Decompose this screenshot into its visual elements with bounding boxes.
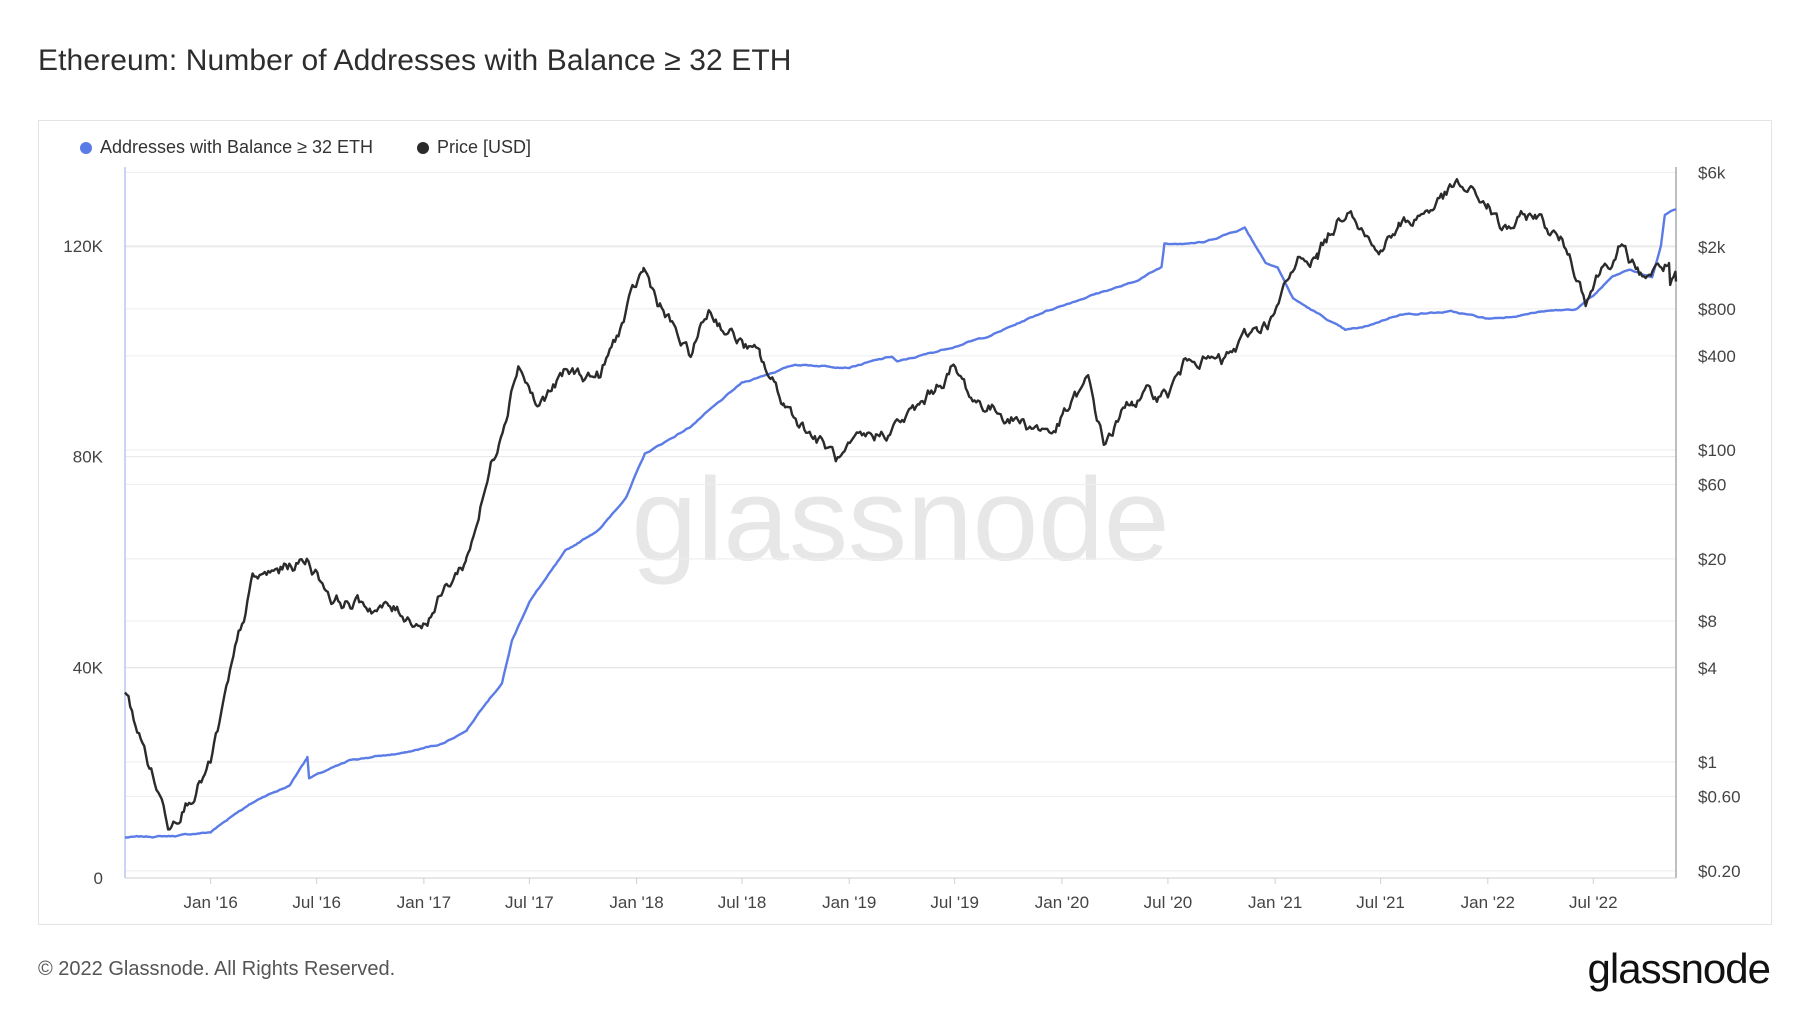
x-tick-label: Jul '21 [1356, 893, 1405, 912]
watermark: glassnode [632, 454, 1170, 586]
y-left-tick-label: 80K [73, 448, 104, 467]
x-tick-label: Jul '18 [718, 893, 767, 912]
y-right-tick-label: $1 [1698, 753, 1717, 772]
chart-frame [38, 120, 1772, 925]
chart-title: Ethereum: Number of Addresses with Balan… [38, 44, 792, 77]
y-right-tick-label: $6k [1698, 163, 1726, 182]
x-tick-label: Jul '20 [1144, 893, 1193, 912]
y-right-tick-label: $0.60 [1698, 787, 1741, 806]
x-tick-label: Jan '19 [822, 893, 876, 912]
y-right-tick-label: $8 [1698, 612, 1717, 631]
y-right-tick-label: $2k [1698, 238, 1726, 257]
x-tick-label: Jul '22 [1569, 893, 1618, 912]
y-left-tick-label: 0 [94, 869, 103, 888]
series-line-price [124, 178, 1678, 831]
y-right-tick-label: $400 [1698, 347, 1736, 366]
x-tick-label: Jan '22 [1461, 893, 1515, 912]
x-tick-label: Jul '19 [930, 893, 979, 912]
y-right-tick-label: $4 [1698, 659, 1717, 678]
x-tick-label: Jan '16 [184, 893, 238, 912]
legend-item-addresses[interactable]: Addresses with Balance ≥ 32 ETH [80, 137, 373, 158]
y-left-tick-label: 40K [73, 658, 104, 677]
legend-dot-addresses [80, 141, 92, 154]
legend-label-addresses: Addresses with Balance ≥ 32 ETH [100, 137, 374, 157]
glassnode-logo[interactable]: glassnode [1587, 945, 1771, 992]
y-right-tick-label: $60 [1698, 475, 1726, 494]
series-line-addresses [124, 208, 1677, 839]
x-tick-label: Jul '16 [292, 893, 341, 912]
x-tick-label: Jan '17 [397, 893, 451, 912]
y-right-tick-label: $20 [1698, 550, 1726, 569]
x-tick-label: Jul '17 [505, 893, 554, 912]
legend-item-price[interactable]: Price [USD] [417, 137, 531, 158]
y-right-tick-label: $0.20 [1698, 862, 1741, 881]
x-tick-label: Jan '21 [1248, 893, 1302, 912]
y-left-tick-label: 120K [63, 237, 103, 256]
y-right-tick-label: $800 [1698, 300, 1736, 319]
legend-dot-price [417, 141, 430, 154]
copyright-footer: © 2022 Glassnode. All Rights Reserved. [38, 958, 396, 980]
chart-legend: Addresses with Balance ≥ 32 ETH Price [U… [80, 137, 531, 158]
legend-label-price: Price [USD] [437, 137, 532, 157]
x-tick-label: Jan '20 [1035, 893, 1089, 912]
x-tick-label: Jan '18 [609, 893, 663, 912]
y-right-tick-label: $100 [1698, 441, 1736, 460]
